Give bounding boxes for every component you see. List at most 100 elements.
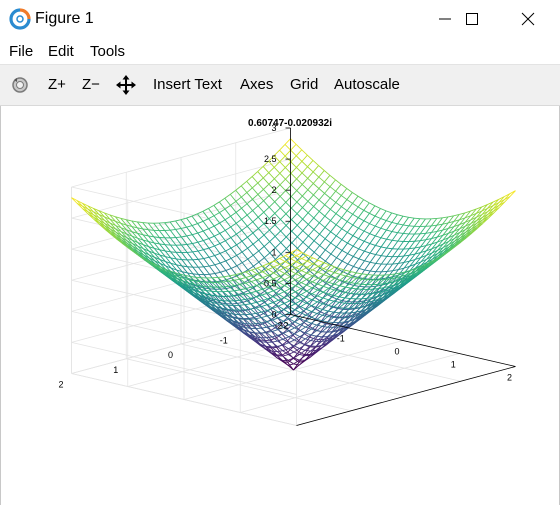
- mesh-line: [260, 332, 267, 339]
- mesh-line: [300, 288, 307, 292]
- wall-gridline: [71, 217, 297, 271]
- mesh-line: [350, 292, 357, 295]
- mesh-line: [278, 273, 285, 277]
- mesh-line: [290, 167, 297, 174]
- mesh-line: [375, 255, 382, 264]
- mesh-line: [311, 295, 318, 301]
- mesh-line: [249, 331, 256, 334]
- grid-button[interactable]: Grid: [290, 76, 319, 93]
- mesh-line: [216, 299, 223, 306]
- mesh-line: [176, 258, 182, 261]
- rotate-icon[interactable]: [10, 75, 30, 95]
- mesh-line: [175, 236, 182, 239]
- mesh-line: [257, 200, 264, 207]
- mesh-line: [277, 323, 284, 328]
- mesh-line: [282, 342, 289, 346]
- mesh-line: [192, 266, 199, 275]
- mesh-line: [282, 354, 289, 357]
- mesh-line: [254, 336, 261, 342]
- mesh-line: [322, 293, 329, 299]
- mesh-line: [266, 336, 273, 339]
- mesh-line: [230, 258, 238, 267]
- mesh-line: [316, 330, 323, 333]
- mesh-line: [340, 274, 346, 277]
- mesh-line: [271, 346, 278, 352]
- mesh-line: [263, 195, 270, 202]
- mesh-line: [241, 219, 248, 227]
- mesh-line: [205, 293, 212, 300]
- mesh-line: [381, 263, 388, 273]
- menu-edit[interactable]: Edit: [48, 43, 74, 60]
- title-bar: Figure 1: [0, 0, 560, 38]
- minimize-button[interactable]: [422, 0, 468, 38]
- axes-button[interactable]: Axes: [240, 76, 274, 93]
- mesh-line: [448, 226, 455, 229]
- mesh-line: [350, 283, 357, 289]
- menu-file[interactable]: File: [9, 43, 34, 60]
- mesh-line: [301, 282, 307, 286]
- mesh-plot[interactable]: 0.60747-0.020932i 00.511.522.53-2-1012-2…: [0, 106, 560, 505]
- mesh-line: [197, 240, 204, 243]
- mesh-line: [352, 203, 359, 208]
- mesh-line: [453, 219, 460, 222]
- mesh-line: [398, 272, 405, 276]
- mesh-line: [414, 252, 421, 255]
- mesh-line: [219, 253, 227, 262]
- mesh-line: [242, 318, 250, 327]
- mesh-line: [397, 248, 404, 257]
- mesh-line: [256, 267, 263, 273]
- mesh-line: [296, 190, 303, 197]
- mesh-line: [194, 290, 201, 296]
- mesh-line: [255, 311, 262, 314]
- mesh-line: [192, 273, 199, 275]
- mesh-line: [302, 189, 309, 197]
- mesh-line: [148, 246, 155, 249]
- mesh-line: [307, 254, 314, 259]
- mesh-line: [164, 230, 171, 239]
- maximize-button[interactable]: [449, 0, 495, 38]
- autoscale-button[interactable]: Autoscale: [334, 76, 400, 93]
- figure-canvas[interactable]: 0.60747-0.020932i 0 0.5 1 1.5 2 2.5 3 -2 -1 0 1 2 -2…: [0, 106, 560, 505]
- mesh-line: [262, 177, 270, 185]
- mesh-line: [227, 312, 234, 315]
- mesh-line: [244, 304, 251, 310]
- mesh-line: [487, 205, 494, 212]
- mesh-line: [186, 252, 194, 261]
- insert-text-button[interactable]: Insert Text: [153, 76, 222, 93]
- zoom-out-button[interactable]: Z−: [82, 76, 100, 93]
- mesh-line: [498, 196, 505, 203]
- mesh-line: [397, 214, 404, 217]
- mesh-line: [307, 217, 315, 225]
- mesh-line: [208, 255, 215, 258]
- mesh-line: [279, 190, 286, 197]
- zoom-in-button[interactable]: Z+: [48, 76, 66, 93]
- mesh-line: [126, 233, 133, 241]
- mesh-line: [137, 232, 144, 236]
- mesh-line: [320, 323, 327, 332]
- mesh-line: [281, 344, 289, 353]
- mesh-line: [310, 341, 317, 347]
- wall-gridline: [71, 186, 297, 240]
- mesh-line: [159, 243, 166, 252]
- mesh-line: [287, 363, 294, 366]
- mesh-line: [295, 267, 302, 271]
- y-tick-label: 2: [58, 380, 63, 390]
- mesh-line: [303, 336, 311, 345]
- mesh-line: [224, 198, 231, 206]
- mesh-line: [425, 238, 432, 246]
- close-button[interactable]: [505, 0, 551, 38]
- mesh-line: [208, 247, 215, 256]
- mesh-line: [282, 350, 289, 355]
- mesh-line: [306, 278, 313, 283]
- mesh-line: [255, 313, 262, 318]
- mesh-line: [230, 237, 237, 246]
- mesh-line: [366, 297, 373, 299]
- mesh-line: [228, 275, 235, 281]
- mesh-line: [271, 331, 278, 336]
- mesh-line: [380, 227, 387, 231]
- mesh-line: [285, 167, 292, 174]
- pan-icon[interactable]: [116, 75, 136, 95]
- mesh-line: [244, 299, 251, 305]
- menu-tools[interactable]: Tools: [90, 43, 126, 60]
- mesh-line: [181, 244, 188, 253]
